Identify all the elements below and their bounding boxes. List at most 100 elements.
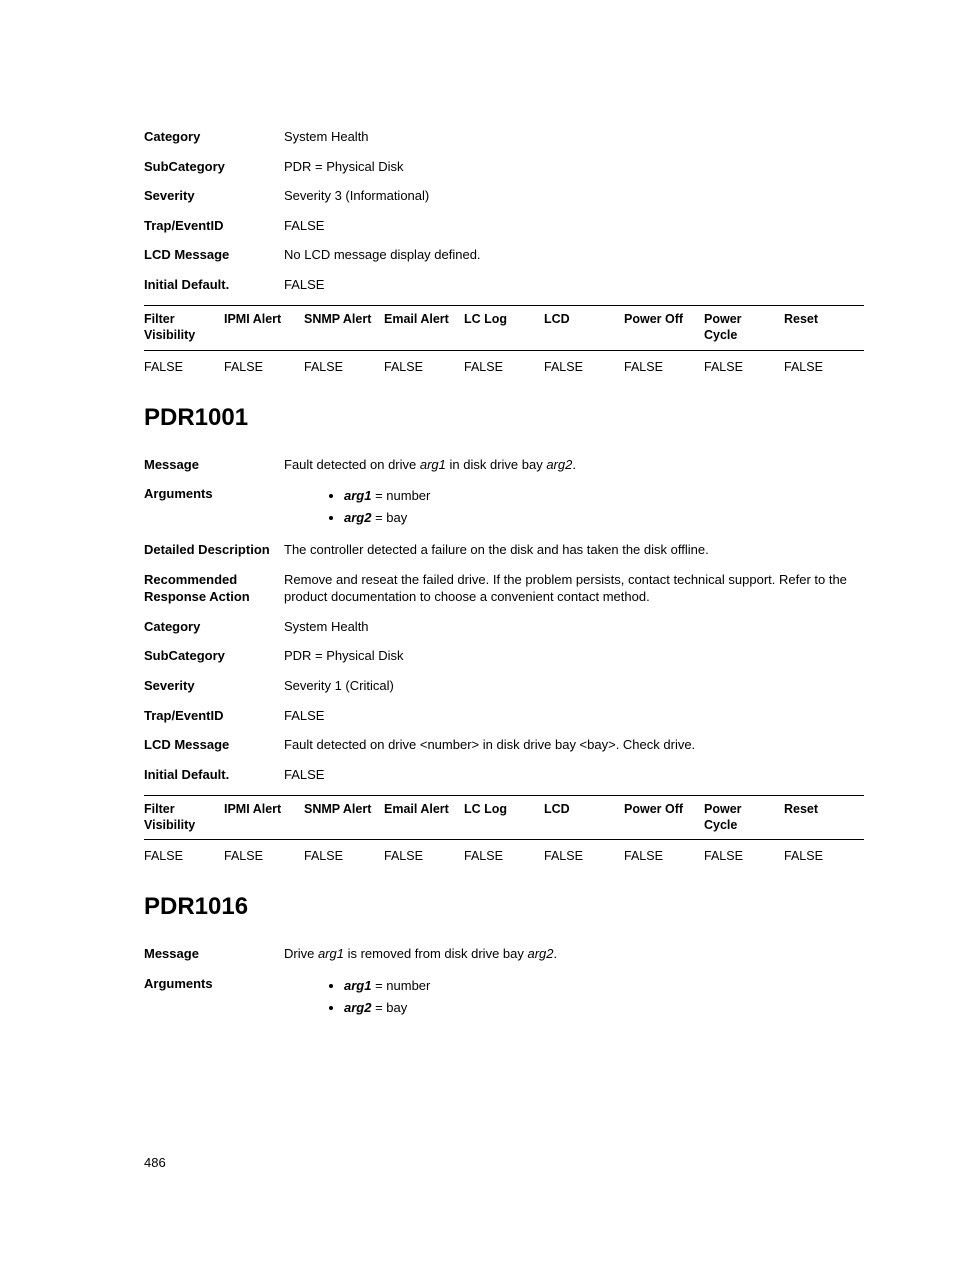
def-value: Severity 1 (Critical) xyxy=(284,677,864,695)
table-header: LCD xyxy=(544,796,624,840)
table-header: Reset xyxy=(784,796,864,840)
table-header: Filter Visibility xyxy=(144,306,224,350)
document-page: CategorySystem Health SubCategoryPDR = P… xyxy=(0,0,954,1268)
msg-text: Fault detected on drive xyxy=(284,457,420,472)
table-cell: FALSE xyxy=(464,840,544,870)
table-cell: FALSE xyxy=(144,350,224,380)
message-value: Fault detected on drive arg1 in disk dri… xyxy=(284,456,864,474)
table-header: SNMP Alert xyxy=(304,306,384,350)
arg-name: arg2 xyxy=(344,1000,371,1015)
table-header: LCD xyxy=(544,306,624,350)
table-cell: FALSE xyxy=(304,350,384,380)
definition-block: Message Fault detected on drive arg1 in … xyxy=(144,456,864,784)
def-value: PDR = Physical Disk xyxy=(284,158,864,176)
table-header: Reset xyxy=(784,306,864,350)
msg-arg: arg1 xyxy=(420,457,446,472)
table-cell: FALSE xyxy=(464,350,544,380)
table-header: Email Alert xyxy=(384,796,464,840)
table-header: IPMI Alert xyxy=(224,796,304,840)
def-label: Message xyxy=(144,945,284,963)
def-value: PDR = Physical Disk xyxy=(284,647,864,665)
argument-item: arg1 = number xyxy=(344,975,864,997)
table-cell: FALSE xyxy=(544,350,624,380)
table-header: Email Alert xyxy=(384,306,464,350)
table-header: Filter Visibility xyxy=(144,796,224,840)
arg-eq: = bay xyxy=(371,510,407,525)
def-value: System Health xyxy=(284,618,864,636)
def-value: System Health xyxy=(284,128,864,146)
def-value: Severity 3 (Informational) xyxy=(284,187,864,205)
table-row: FALSE FALSE FALSE FALSE FALSE FALSE FALS… xyxy=(144,350,864,380)
def-value: Fault detected on drive <number> in disk… xyxy=(284,736,864,754)
arg-eq: = number xyxy=(371,978,430,993)
def-label: SubCategory xyxy=(144,158,284,176)
table-cell: FALSE xyxy=(384,350,464,380)
arguments-value: arg1 = number arg2 = bay xyxy=(284,485,864,529)
table-cell: FALSE xyxy=(624,350,704,380)
table-cell: FALSE xyxy=(544,840,624,870)
message-value: Drive arg1 is removed from disk drive ba… xyxy=(284,945,864,963)
def-value: FALSE xyxy=(284,217,864,235)
msg-text: . xyxy=(572,457,576,472)
table-header: LC Log xyxy=(464,306,544,350)
arg-name: arg1 xyxy=(344,488,371,503)
msg-arg: arg2 xyxy=(546,457,572,472)
arg-eq: = bay xyxy=(371,1000,407,1015)
def-label: LCD Message xyxy=(144,736,284,754)
table-header: Power Cycle xyxy=(704,796,784,840)
def-label: Trap/EventID xyxy=(144,217,284,235)
def-label: Trap/EventID xyxy=(144,707,284,725)
page-number: 486 xyxy=(144,1155,166,1170)
msg-text: Drive xyxy=(284,946,318,961)
arg-eq: = number xyxy=(371,488,430,503)
def-value: Remove and reseat the failed drive. If t… xyxy=(284,571,864,606)
argument-item: arg1 = number xyxy=(344,485,864,507)
def-label: Severity xyxy=(144,677,284,695)
def-label: Initial Default. xyxy=(144,766,284,784)
arguments-value: arg1 = number arg2 = bay xyxy=(284,975,864,1019)
section-heading-pdr1016: PDR1016 xyxy=(144,893,864,921)
alert-table: Filter Visibility IPMI Alert SNMP Alert … xyxy=(144,795,864,869)
def-label: Recommended Response Action xyxy=(144,571,284,606)
table-cell: FALSE xyxy=(224,840,304,870)
argument-item: arg2 = bay xyxy=(344,997,864,1019)
table-cell: FALSE xyxy=(384,840,464,870)
table-header: Power Cycle xyxy=(704,306,784,350)
msg-text: . xyxy=(554,946,558,961)
table-cell: FALSE xyxy=(704,350,784,380)
table-row: FALSE FALSE FALSE FALSE FALSE FALSE FALS… xyxy=(144,840,864,870)
definition-block: Message Drive arg1 is removed from disk … xyxy=(144,945,864,1019)
def-label: Arguments xyxy=(144,485,284,503)
table-cell: FALSE xyxy=(784,840,864,870)
table-header: LC Log xyxy=(464,796,544,840)
table-cell: FALSE xyxy=(304,840,384,870)
def-label: Arguments xyxy=(144,975,284,993)
def-value: The controller detected a failure on the… xyxy=(284,541,864,559)
def-label: Category xyxy=(144,618,284,636)
table-cell: FALSE xyxy=(624,840,704,870)
table-cell: FALSE xyxy=(784,350,864,380)
arg-name: arg2 xyxy=(344,510,371,525)
argument-item: arg2 = bay xyxy=(344,507,864,529)
msg-arg: arg2 xyxy=(528,946,554,961)
table-header: Power Off xyxy=(624,796,704,840)
def-value: FALSE xyxy=(284,276,864,294)
msg-arg: arg1 xyxy=(318,946,344,961)
def-label: Severity xyxy=(144,187,284,205)
msg-text: is removed from disk drive bay xyxy=(344,946,528,961)
table-cell: FALSE xyxy=(224,350,304,380)
section-heading-pdr1001: PDR1001 xyxy=(144,404,864,432)
def-value: FALSE xyxy=(284,707,864,725)
table-cell: FALSE xyxy=(704,840,784,870)
def-label: LCD Message xyxy=(144,246,284,264)
def-value: FALSE xyxy=(284,766,864,784)
table-cell: FALSE xyxy=(144,840,224,870)
def-label: Message xyxy=(144,456,284,474)
table-header: IPMI Alert xyxy=(224,306,304,350)
table-header: SNMP Alert xyxy=(304,796,384,840)
def-label: Category xyxy=(144,128,284,146)
def-label: Initial Default. xyxy=(144,276,284,294)
definition-block: CategorySystem Health SubCategoryPDR = P… xyxy=(144,128,864,293)
def-label: Detailed Description xyxy=(144,541,284,559)
alert-table: Filter Visibility IPMI Alert SNMP Alert … xyxy=(144,305,864,379)
